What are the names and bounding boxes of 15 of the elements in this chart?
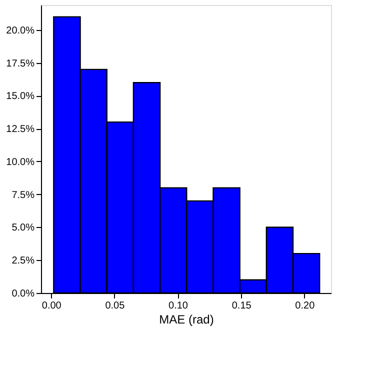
y-tick-label: 10.0% <box>6 156 35 168</box>
y-tick-label: 20.0% <box>6 25 35 36</box>
x-tick-label: 0.10 <box>168 300 188 312</box>
y-tick-label: 12.5% <box>6 124 35 136</box>
x-axis-title: MAE (rad) <box>159 312 214 326</box>
x-tick-label: 0.20 <box>295 300 316 312</box>
x-tick-label: 0.00 <box>42 300 62 312</box>
x-tick-label: 0.15 <box>232 300 252 312</box>
y-tick-label: 17.5% <box>6 58 35 70</box>
y-tick-label: 2.5% <box>12 256 35 267</box>
x-tick-label: 0.05 <box>105 300 126 312</box>
y-tick-label: 15.0% <box>6 91 35 102</box>
y-tick-label: 5.0% <box>12 222 35 234</box>
y-tick-label: 7.5% <box>12 190 35 201</box>
y-tick-label: 0.0% <box>12 288 35 300</box>
